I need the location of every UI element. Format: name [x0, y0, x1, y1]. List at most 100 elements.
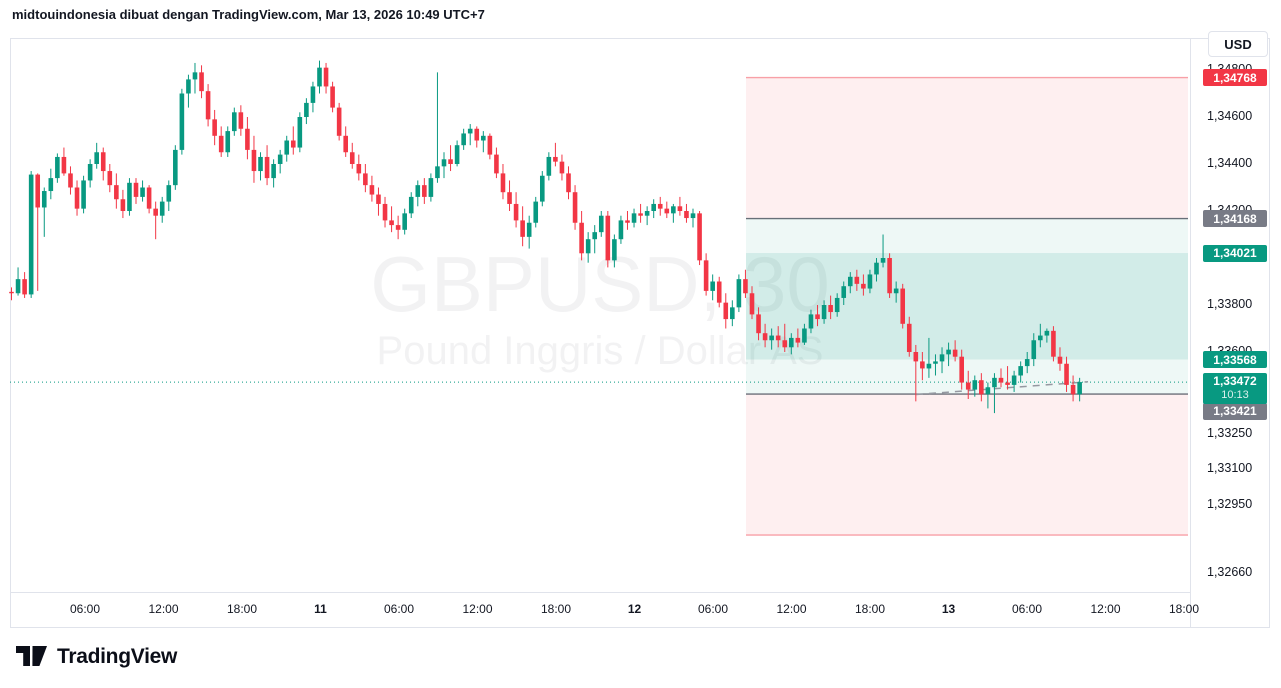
current-price-value: 1,33472 — [1213, 374, 1257, 388]
candle — [612, 234, 617, 268]
candle — [730, 300, 735, 327]
upper-stop-zone[interactable] — [746, 77, 1188, 219]
candle — [494, 147, 499, 179]
candle — [743, 269, 748, 298]
candle — [992, 373, 997, 414]
candle — [100, 147, 106, 181]
tradingview-logo-icon — [16, 646, 47, 666]
candle — [867, 269, 873, 294]
candle — [671, 203, 676, 223]
candle — [1077, 377, 1082, 402]
candle — [94, 142, 99, 169]
candle — [186, 74, 191, 108]
candle — [140, 180, 145, 202]
candle — [1024, 352, 1030, 374]
time-axis-label: 06:00 — [383, 602, 415, 616]
candle — [356, 154, 362, 181]
candle — [146, 185, 152, 214]
candle — [212, 109, 217, 146]
current-price-badge: 1,33472 10:13 — [1203, 372, 1267, 404]
bar-countdown: 10:13 — [1221, 389, 1249, 401]
time-axis-day-label: 11 — [314, 602, 327, 616]
candle — [539, 171, 545, 207]
candle — [481, 131, 486, 153]
candle — [566, 166, 571, 200]
candle — [926, 337, 932, 378]
time-axis-label: 12:00 — [462, 602, 493, 616]
candle — [631, 208, 637, 228]
price-tick-label: 1,32950 — [1207, 497, 1253, 511]
candle — [1070, 375, 1076, 402]
candle — [107, 164, 113, 193]
candle — [225, 126, 231, 157]
chart-frame-top-border — [10, 38, 1270, 39]
lower-stop-zone[interactable] — [746, 394, 1188, 536]
candle — [690, 208, 696, 228]
candle — [133, 178, 139, 204]
candle — [874, 258, 879, 282]
dashed-trend-line[interactable] — [915, 381, 1089, 396]
candle — [264, 145, 270, 186]
candle — [697, 211, 702, 266]
candle — [684, 203, 689, 223]
tradingview-logo[interactable]: TradingView — [16, 644, 177, 670]
candle — [762, 323, 768, 348]
candle — [166, 180, 172, 211]
candle — [330, 81, 335, 113]
candle — [533, 196, 539, 228]
candle — [756, 307, 761, 341]
chart-frame-bottom-border — [10, 627, 1270, 628]
candle — [821, 300, 827, 324]
candle — [546, 152, 552, 181]
candle — [834, 293, 840, 317]
candle — [789, 333, 794, 355]
tradingview-logo-text: TradingView — [57, 645, 178, 668]
candle — [87, 159, 93, 188]
time-axis-label: 18:00 — [854, 602, 886, 616]
mid-inner-zone[interactable] — [746, 253, 1188, 360]
candle — [933, 354, 938, 376]
candle — [448, 145, 453, 172]
mid-outer-zone[interactable] — [746, 218, 1188, 395]
candle — [22, 272, 27, 298]
candle — [389, 206, 394, 233]
candle — [965, 370, 971, 399]
candle — [946, 342, 951, 367]
candle — [808, 309, 814, 334]
candle — [81, 175, 86, 214]
time-axis-label: 18:00 — [226, 602, 258, 616]
candle — [199, 65, 204, 99]
candle — [376, 187, 381, 216]
price-tick-label: 1,33100 — [1207, 461, 1253, 475]
time-axis-label: 12:00 — [1090, 602, 1121, 616]
candle — [290, 126, 296, 155]
candle — [802, 323, 807, 345]
candle — [28, 171, 34, 298]
candle — [402, 208, 407, 235]
candle — [159, 196, 165, 223]
candle — [369, 175, 375, 202]
candle — [363, 164, 368, 193]
candle — [605, 211, 611, 268]
candle — [192, 62, 198, 94]
candle — [114, 173, 119, 209]
candle — [258, 152, 263, 181]
candle — [716, 276, 722, 308]
candle — [205, 84, 211, 127]
candle — [395, 215, 401, 240]
time-axis-label: 18:00 — [1168, 602, 1200, 616]
currency-usd-button[interactable]: USD — [1208, 31, 1268, 57]
candle — [349, 142, 355, 169]
candle — [15, 267, 21, 296]
candle — [487, 133, 493, 160]
candle — [441, 152, 447, 179]
candle — [553, 142, 558, 167]
candle — [572, 185, 578, 230]
price-tick-label: 1,33250 — [1207, 426, 1253, 440]
candle — [304, 98, 309, 125]
time-axis-label: 06:00 — [1011, 602, 1043, 616]
time-axis-label: 06:00 — [69, 602, 101, 616]
candle — [644, 206, 650, 226]
candle — [435, 72, 440, 183]
